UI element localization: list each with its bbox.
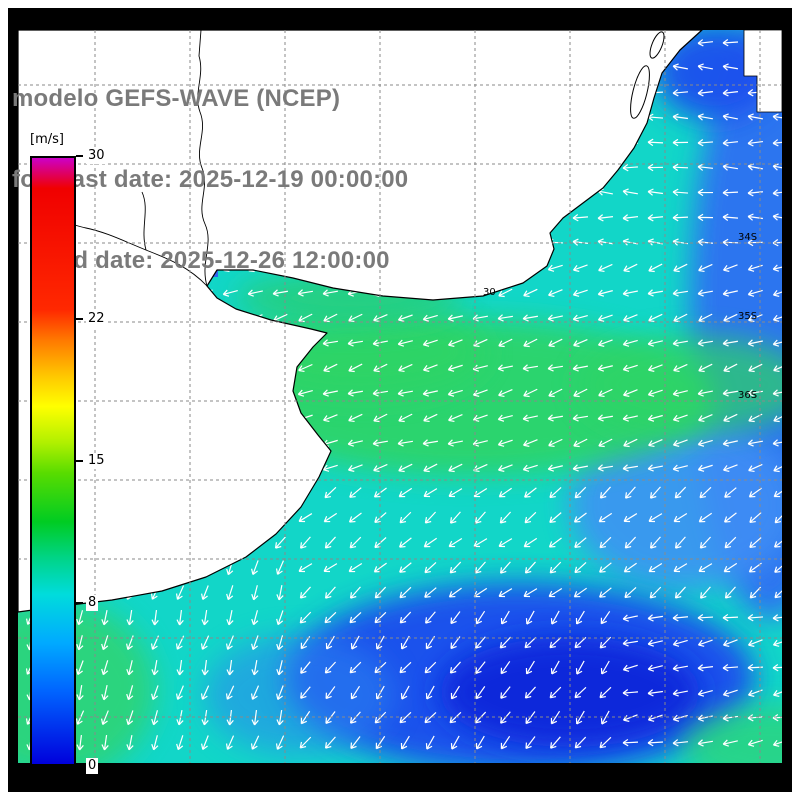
coastal-lagoon-icon bbox=[649, 31, 665, 59]
land-coastline bbox=[17, 29, 703, 613]
coastal-lagoon-icon bbox=[630, 65, 650, 119]
contour-annotation: 30 bbox=[483, 287, 496, 298]
forecast-date-line: forecast date: 2025-12-19 00:00:00 bbox=[12, 166, 409, 193]
frame-left bbox=[8, 8, 18, 792]
latitude-label: 35S bbox=[738, 311, 757, 322]
river-line bbox=[197, 29, 209, 287]
model-title: modelo GEFS-WAVE (NCEP) bbox=[12, 85, 341, 112]
colorbar-unit-label: [m/s] bbox=[28, 132, 66, 147]
map-labels-layer: 34S 35S 36S 30 bbox=[483, 232, 757, 401]
title-block: modelo GEFS-WAVE (NCEP) forecast date: 2… bbox=[12, 31, 408, 328]
latitude-label: 34S bbox=[738, 232, 757, 243]
latitude-label: 36S bbox=[738, 390, 757, 401]
land-layer bbox=[17, 29, 783, 613]
frame-top bbox=[8, 8, 792, 30]
colorbar-gradient bbox=[30, 156, 76, 766]
river-line bbox=[141, 191, 147, 251]
frame-bottom bbox=[8, 763, 792, 792]
frame-right bbox=[782, 8, 792, 792]
graticule-layer bbox=[18, 30, 782, 763]
frame-layer bbox=[8, 8, 792, 792]
